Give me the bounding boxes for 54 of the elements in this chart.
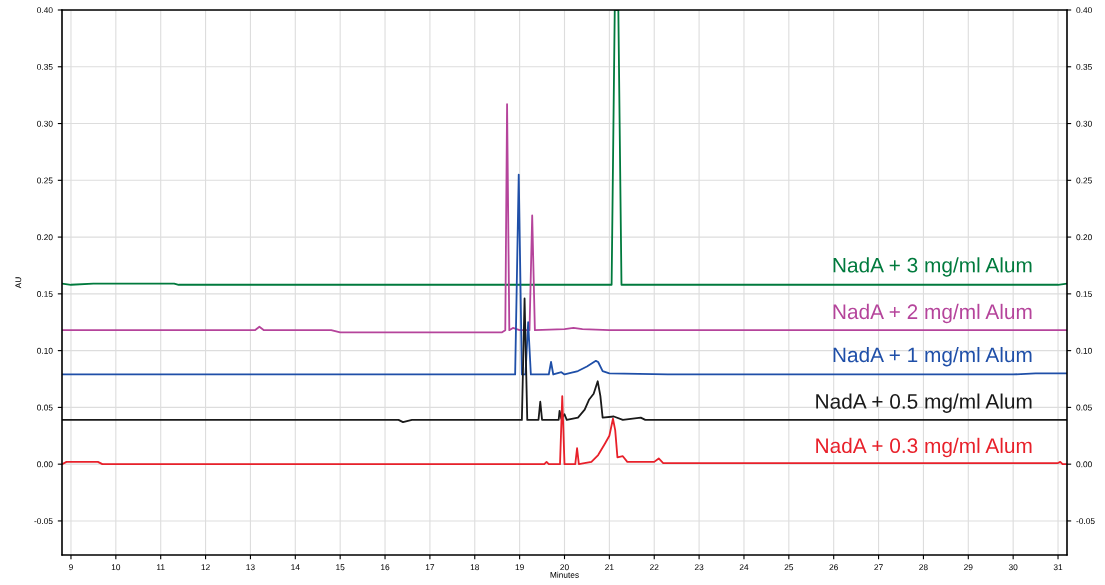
x-tick-label: 16 [381, 564, 390, 571]
line-series [62, 395, 1067, 466]
x-tick-label: 13 [246, 564, 255, 571]
x-tick-label: 28 [919, 564, 928, 571]
series-label: NadA + 3 mg/ml Alum [833, 257, 1032, 277]
x-tick-label: 12 [201, 564, 210, 571]
y2-tick-label: 0.00 [1076, 461, 1092, 468]
y-tick-label: 0.10 [37, 347, 53, 354]
y2-tick-label: 0.15 [1076, 291, 1092, 297]
line-series [62, 173, 1067, 376]
y-tick-label: -0.05 [34, 518, 53, 525]
x-tick-label: 30 [1008, 564, 1018, 571]
y-axis-title: AU [15, 277, 22, 289]
x-tick-label: 15 [336, 564, 345, 571]
y-tick-label: 0.35 [37, 63, 53, 70]
line-series [62, 103, 1067, 334]
y2-tick-label: 0.30 [1076, 120, 1092, 127]
y-tick-label: 0.30 [37, 120, 53, 127]
series-label: NadA + 1 mg/ml Alum [833, 346, 1032, 367]
x-tick-label: 11 [157, 564, 165, 571]
x-tick-label: 9 [69, 564, 73, 571]
y-tick-label: 0.00 [37, 461, 53, 468]
y-tick-label: 0.40 [37, 7, 53, 14]
x-tick-label: 17 [425, 564, 435, 571]
y2-tick-label: 0.20 [1076, 234, 1092, 241]
y2-tick-label: 0.10 [1076, 347, 1092, 354]
line-series [62, 297, 1067, 424]
series-label: NadA + 0.5 mg/ml Alum [816, 393, 1032, 413]
y-tick-label: 0.05 [37, 404, 53, 411]
x-tick-label: 10 [111, 564, 121, 571]
y2-tick-label: 0.05 [1076, 404, 1092, 411]
x-tick-label: 25 [784, 564, 794, 571]
x-tick-label: 29 [964, 564, 973, 571]
y-tick-label: 0.20 [37, 234, 53, 241]
x-tick-label: 27 [874, 564, 883, 571]
x-tick-label: 22 [650, 564, 659, 571]
series-label: NadA + 0.3 mg/ml Alum [816, 437, 1032, 458]
x-tick-label: 21 [605, 564, 614, 571]
x-axis-title: Minutes [550, 571, 579, 578]
x-tick-label: 23 [694, 564, 704, 571]
y-tick-label: 0.15 [37, 291, 53, 297]
y2-tick-label: -0.05 [1076, 518, 1095, 525]
x-tick-label: 19 [515, 564, 524, 571]
x-tick-label: 24 [739, 564, 749, 571]
y2-tick-label: 0.25 [1076, 177, 1092, 184]
y2-tick-label: 0.40 [1076, 7, 1092, 14]
series-label: NadA + 2 mg/ml Alum [833, 303, 1032, 324]
x-tick-label: 20 [560, 564, 569, 571]
x-tick-label: 26 [829, 564, 838, 571]
x-tick-label: 31 [1053, 564, 1063, 571]
y2-tick-label: 0.35 [1076, 63, 1092, 70]
x-tick-label: 14 [291, 564, 300, 571]
x-tick-label: 18 [470, 564, 480, 571]
y-tick-label: 0.25 [37, 177, 53, 184]
